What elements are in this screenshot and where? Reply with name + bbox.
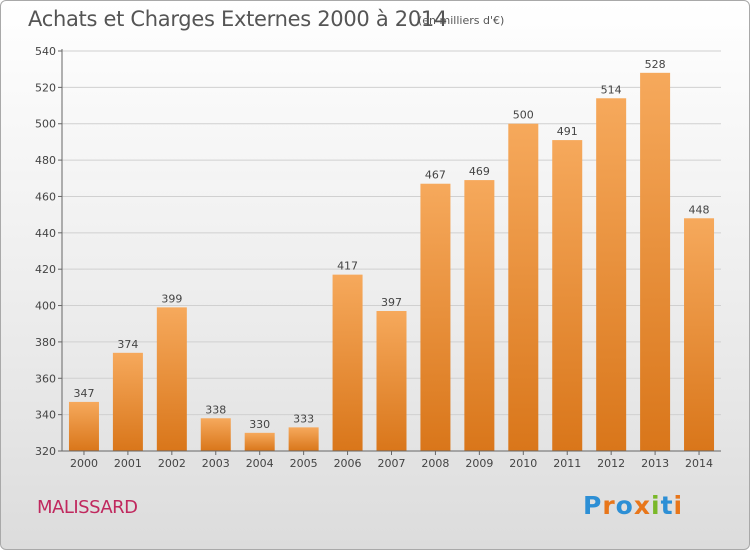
data-label-2003: 338 <box>205 403 226 416</box>
logo-letter: i <box>651 491 661 520</box>
bar-2006 <box>332 274 363 451</box>
bar-2003 <box>200 418 231 451</box>
bar-2014 <box>684 218 715 451</box>
y-tick-label: 460 <box>35 190 56 203</box>
data-label-2007: 397 <box>381 296 402 309</box>
bar-2007 <box>376 311 407 451</box>
x-tick-label-2003: 2003 <box>202 457 230 470</box>
y-tick-label: 420 <box>35 263 56 276</box>
bar-2012 <box>596 98 627 451</box>
logo-letter: o <box>615 491 634 520</box>
bar-2004 <box>244 432 275 451</box>
bar-2008 <box>420 183 451 451</box>
y-tick-label: 320 <box>35 445 56 458</box>
x-tick-label-2005: 2005 <box>290 457 318 470</box>
x-tick-label-2002: 2002 <box>158 457 186 470</box>
proxiti-logo[interactable]: Proxiti <box>583 491 683 520</box>
data-label-2002: 399 <box>161 292 182 305</box>
labels: 320 340 360 380 400 420 440 460 480 500 520 540 347 2… <box>35 45 713 470</box>
x-tick-label-2011: 2011 <box>553 457 581 470</box>
commune-name: MALISSARD <box>37 497 138 518</box>
data-label-2014: 448 <box>689 203 710 216</box>
x-tick-label-2001: 2001 <box>114 457 142 470</box>
chart-title: Achats et Charges Externes 2000 à 2014 <box>28 7 448 31</box>
x-tick-label-2014: 2014 <box>685 457 713 470</box>
x-tick-label-2012: 2012 <box>597 457 625 470</box>
x-tick-label-2006: 2006 <box>334 457 362 470</box>
data-label-2005: 333 <box>293 412 314 425</box>
y-tick-label: 440 <box>35 227 56 240</box>
bar-2002 <box>156 307 187 451</box>
y-tick-label: 500 <box>35 118 56 131</box>
x-tick-label-2008: 2008 <box>421 457 449 470</box>
bar-2013 <box>640 72 671 452</box>
data-label-2013: 528 <box>645 58 666 71</box>
data-label-2011: 491 <box>557 125 578 138</box>
x-tick-label-2000: 2000 <box>70 457 98 470</box>
y-tick-label: 520 <box>35 81 56 94</box>
data-label-2004: 330 <box>249 418 270 431</box>
bars <box>68 72 715 452</box>
y-tick-label: 340 <box>35 409 56 422</box>
data-label-2010: 500 <box>513 109 534 122</box>
bar-2010 <box>508 123 539 452</box>
data-label-2012: 514 <box>601 83 622 96</box>
chart-subtitle: (en milliers d'€) <box>418 14 505 27</box>
logo-letter: t <box>660 491 674 520</box>
data-label-2009: 469 <box>469 165 490 178</box>
bar-2011 <box>552 140 583 451</box>
y-tick-label: 360 <box>35 372 56 385</box>
bar-2009 <box>464 180 495 451</box>
logo-letter: i <box>673 491 684 520</box>
y-tick-label: 480 <box>35 154 56 167</box>
logo-letter: r <box>602 491 616 520</box>
x-tick-label-2013: 2013 <box>641 457 669 470</box>
data-label-2001: 374 <box>117 338 138 351</box>
x-tick-label-2004: 2004 <box>246 457 274 470</box>
bar-2005 <box>288 427 319 451</box>
bar-2000 <box>68 401 99 451</box>
axes <box>58 49 721 455</box>
y-tick-label: 540 <box>35 45 56 58</box>
x-tick-label-2009: 2009 <box>465 457 493 470</box>
data-label-2000: 347 <box>73 387 94 400</box>
logo-letter: x <box>633 491 651 520</box>
bar-2001 <box>112 352 143 451</box>
x-tick-label-2010: 2010 <box>509 457 537 470</box>
logo-letter: P <box>583 491 603 520</box>
y-tick-label: 380 <box>35 336 56 349</box>
data-label-2008: 467 <box>425 169 446 182</box>
x-tick-label-2007: 2007 <box>378 457 406 470</box>
y-tick-label: 400 <box>35 300 56 313</box>
data-label-2006: 417 <box>337 260 358 273</box>
